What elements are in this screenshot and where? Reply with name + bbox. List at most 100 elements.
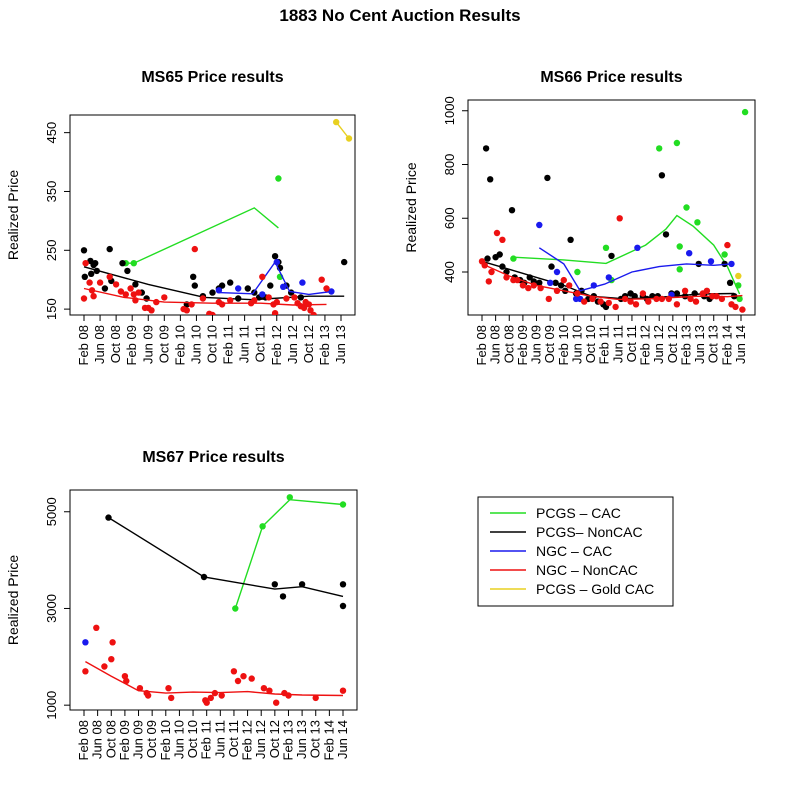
data-point — [536, 279, 543, 286]
data-point — [526, 274, 533, 281]
data-point — [259, 523, 266, 530]
x-tick-label: Feb 13 — [678, 325, 693, 365]
x-tick-label: Jun 08 — [488, 325, 503, 364]
data-point — [339, 602, 347, 610]
data-point — [112, 281, 120, 288]
data-point — [273, 298, 280, 306]
x-tick-label: Feb 13 — [317, 325, 332, 365]
data-point — [232, 605, 239, 612]
data-point — [165, 685, 172, 692]
x-tick-label: Jun 08 — [90, 720, 105, 759]
y-axis-label: Realized Price — [5, 170, 21, 260]
y-tick-label: 250 — [44, 239, 59, 261]
x-tick-label: Oct 09 — [144, 720, 159, 758]
x-tick-label: Jun 11 — [237, 325, 252, 363]
x-tick-label: Feb 11 — [199, 720, 214, 760]
data-point — [130, 291, 137, 298]
data-point — [656, 145, 663, 152]
data-point — [665, 295, 672, 303]
data-point — [161, 294, 168, 301]
data-point — [312, 694, 319, 702]
data-point — [552, 279, 559, 286]
data-point — [645, 298, 652, 305]
x-tick-label: Jun 13 — [294, 720, 309, 759]
x-tick-label: Oct 10 — [185, 720, 200, 758]
x-tick-label: Feb 08 — [76, 325, 91, 365]
data-point — [721, 251, 728, 258]
data-point — [291, 294, 298, 301]
x-tick-label: Oct 10 — [205, 325, 220, 363]
data-point — [244, 285, 251, 292]
data-point — [96, 279, 104, 286]
x-tick-label: Jun 10 — [171, 720, 186, 759]
y-tick-label: 800 — [442, 154, 457, 176]
y-tick-label: 1000 — [44, 691, 59, 720]
data-point — [339, 687, 347, 694]
data-point — [106, 245, 113, 253]
data-point — [266, 687, 273, 694]
data-point — [191, 245, 198, 253]
data-point — [130, 260, 137, 267]
data-point — [639, 290, 647, 297]
series-line — [125, 207, 279, 264]
data-point — [718, 295, 726, 303]
data-point — [271, 581, 278, 588]
x-tick-label: Oct 08 — [103, 720, 118, 758]
data-point — [328, 288, 335, 295]
x-tick-label: Jun 12 — [285, 325, 300, 364]
data-point — [499, 236, 506, 243]
data-point — [597, 298, 604, 305]
data-point — [82, 260, 89, 267]
data-point — [574, 290, 581, 297]
data-point — [560, 276, 567, 284]
data-point — [566, 282, 573, 289]
data-point — [735, 272, 742, 280]
data-point — [681, 293, 689, 300]
series-line — [234, 498, 344, 609]
data-point — [323, 285, 330, 292]
data-point — [235, 295, 242, 302]
data-point — [310, 311, 317, 315]
data-point — [345, 135, 353, 142]
data-point — [298, 581, 306, 588]
page-title: 1883 No Cent Auction Results — [279, 6, 521, 25]
data-point — [227, 297, 234, 304]
x-tick-label: Oct 13 — [706, 325, 721, 363]
data-point — [658, 172, 666, 179]
x-tick-label: Jun 10 — [569, 325, 584, 364]
y-axis-label: Realized Price — [5, 555, 21, 645]
data-point — [519, 282, 527, 289]
data-point — [567, 236, 574, 243]
data-point — [686, 250, 693, 257]
data-point — [499, 263, 506, 270]
data-point — [341, 258, 348, 266]
plot-frame — [467, 99, 756, 316]
data-point — [653, 295, 660, 303]
y-tick-label: 3000 — [44, 594, 59, 623]
data-point — [333, 118, 340, 126]
data-point — [616, 215, 623, 222]
x-tick-label: Jun 08 — [92, 325, 107, 364]
chart-title: MS67 Price results — [142, 449, 284, 466]
data-point — [81, 273, 89, 280]
data-point — [168, 694, 175, 702]
data-point — [259, 291, 266, 298]
data-point — [230, 668, 238, 675]
data-point — [286, 494, 293, 501]
data-point — [525, 284, 532, 292]
data-point — [203, 699, 210, 706]
data-point — [123, 677, 130, 685]
data-point — [280, 283, 287, 290]
data-point — [481, 262, 488, 269]
data-point — [612, 303, 619, 311]
x-tick-label: Jun 14 — [335, 720, 350, 759]
data-point — [605, 299, 612, 307]
data-point — [713, 293, 720, 300]
x-tick-label: Oct 13 — [308, 720, 323, 758]
data-point — [621, 295, 629, 303]
data-point — [536, 221, 543, 229]
data-point — [339, 581, 347, 588]
data-point — [681, 287, 689, 294]
data-point — [240, 673, 247, 680]
legend-label: NGC – CAC — [536, 543, 612, 559]
